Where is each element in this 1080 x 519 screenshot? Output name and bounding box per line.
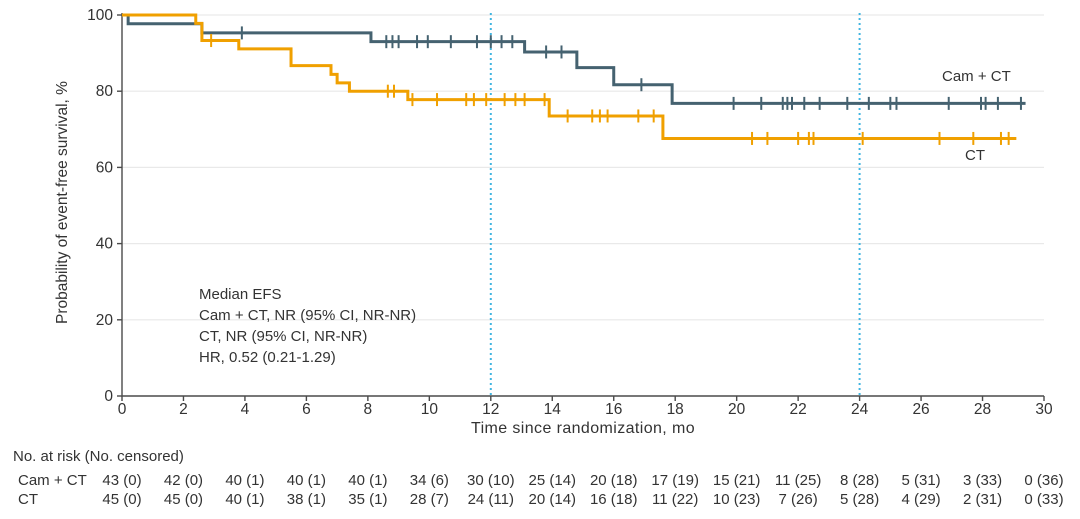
risk-cell: 0 (33) <box>1024 491 1064 508</box>
risk-cell: 16 (18) <box>589 491 638 508</box>
annotation-line-2: Cam + CT, NR (95% CI, NR-NR) <box>199 307 417 324</box>
risk-cell: 15 (21) <box>712 472 761 489</box>
series-label-ct: CT <box>965 147 985 164</box>
x-tick-label: 20 <box>728 401 746 418</box>
y-tick-label: 40 <box>96 236 114 253</box>
x-tick-label: 2 <box>179 401 188 418</box>
risk-cell: 10 (23) <box>712 491 761 508</box>
survival-curve-cam-ct <box>122 13 1026 105</box>
x-tick-label: 8 <box>364 401 373 418</box>
risk-cell: 0 (36) <box>1024 472 1064 489</box>
risk-cell: 2 (31) <box>962 491 1003 508</box>
y-tick-label: 100 <box>87 7 113 24</box>
y-tick-label: 80 <box>96 83 114 100</box>
annotation-line-1: Median EFS <box>199 286 282 303</box>
risk-cell: 42 (0) <box>163 472 204 489</box>
risk-row-label-ct: CT <box>18 491 38 508</box>
x-tick-label: 22 <box>790 401 807 418</box>
risk-cell: 30 (10) <box>467 472 515 489</box>
x-tick-label: 10 <box>421 401 439 418</box>
risk-cell: 4 (29) <box>901 491 941 508</box>
risk-cell: 7 (26) <box>778 491 818 508</box>
risk-cell: 43 (0) <box>102 472 142 489</box>
risk-cell: 38 (1) <box>286 491 326 508</box>
annotation-line-3: CT, NR (95% CI, NR-NR) <box>199 328 368 345</box>
series-label-cam-ct: Cam + CT <box>942 68 1011 85</box>
risk-cell: 35 (1) <box>348 491 388 508</box>
risk-cell: 11 (25) <box>774 472 822 489</box>
y-tick-label: 20 <box>96 312 114 329</box>
x-tick-label: 18 <box>667 401 684 418</box>
risk-cell: 34 (6) <box>409 472 449 489</box>
x-tick-label: 24 <box>851 401 869 418</box>
x-tick-label: 28 <box>974 401 991 418</box>
x-tick-label: 16 <box>605 401 622 418</box>
risk-cell: 11 (22) <box>651 491 699 508</box>
risk-cell: 5 (28) <box>840 491 880 508</box>
survival-curve-ct <box>122 13 1017 140</box>
x-tick-label: 12 <box>482 401 499 418</box>
risk-cell: 8 (28) <box>840 472 880 489</box>
x-tick-label: 6 <box>302 401 311 418</box>
median-efs-annotation: Median EFS Cam + CT, NR (95% CI, NR-NR) … <box>199 284 416 368</box>
risk-cell: 5 (31) <box>901 472 941 489</box>
x-tick-label: 26 <box>912 401 929 418</box>
risk-cell: 40 (1) <box>225 491 265 508</box>
y-tick-label: 0 <box>104 388 113 405</box>
annotation-line-4: HR, 0.52 (0.21-1.29) <box>199 349 336 366</box>
x-tick-label: 30 <box>1035 401 1053 418</box>
risk-cell: 24 (11) <box>467 491 514 508</box>
y-tick-label: 60 <box>96 159 114 176</box>
risk-table-header: No. at risk (No. censored) <box>13 448 184 465</box>
risk-cell: 20 (18) <box>589 472 638 489</box>
risk-cell: 17 (19) <box>651 472 699 489</box>
risk-row-label-cam-ct: Cam + CT <box>18 472 87 489</box>
risk-cell: 40 (1) <box>225 472 265 489</box>
risk-cell: 40 (1) <box>348 472 388 489</box>
risk-cell: 40 (1) <box>286 472 326 489</box>
x-tick-label: 4 <box>241 401 250 418</box>
x-tick-label: 0 <box>118 401 127 418</box>
risk-cell: 45 (0) <box>102 491 142 508</box>
x-axis-title: Time since randomization, mo <box>470 420 696 437</box>
y-axis-title: Probability of event-free survival, % <box>54 81 71 325</box>
risk-cell: 20 (14) <box>528 491 577 508</box>
x-tick-label: 14 <box>544 401 562 418</box>
risk-cell: 3 (33) <box>962 472 1003 489</box>
risk-cell: 45 (0) <box>163 491 204 508</box>
risk-cell: 28 (7) <box>409 491 449 508</box>
risk-cell: 25 (14) <box>528 472 577 489</box>
